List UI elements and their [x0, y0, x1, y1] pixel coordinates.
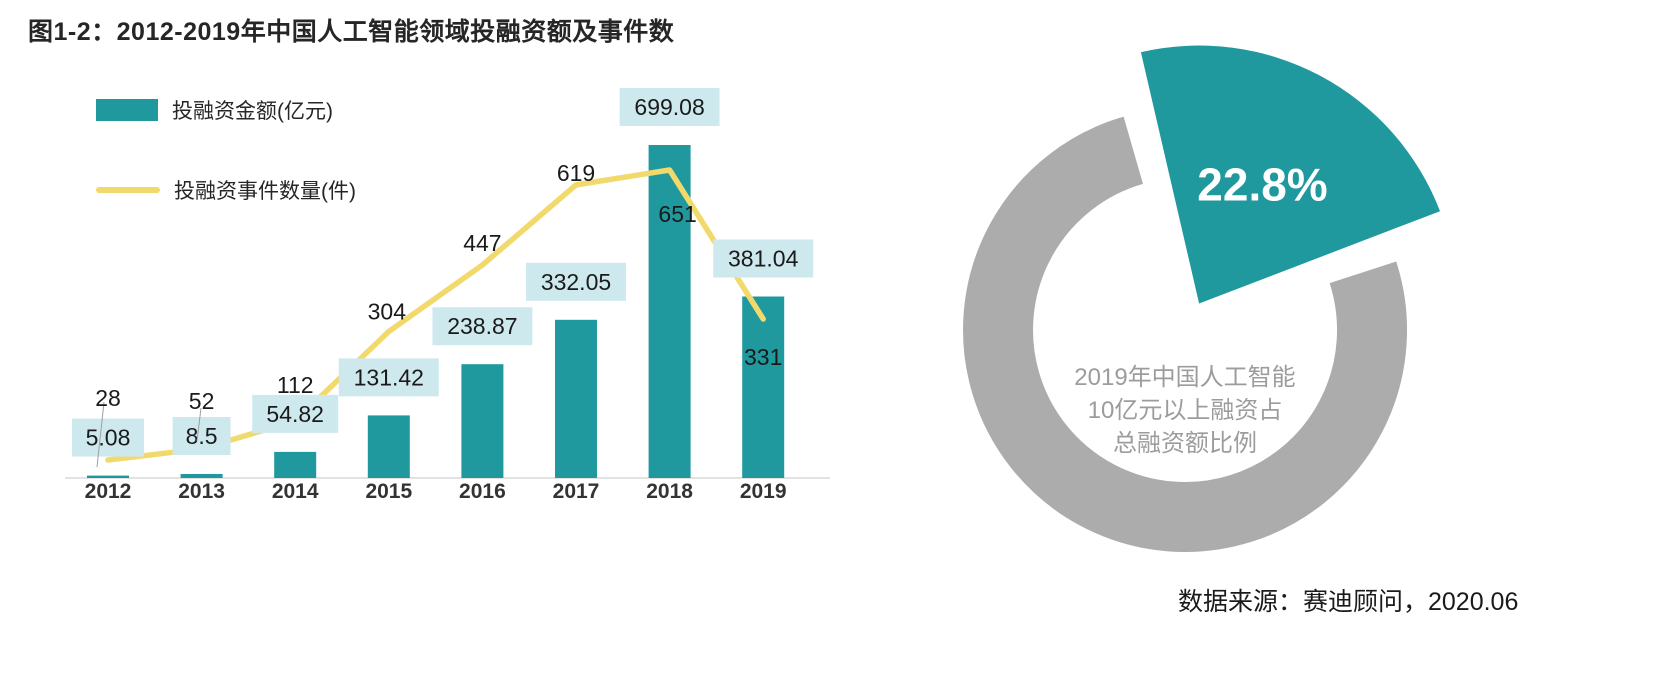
line-value-label: 304: [368, 299, 407, 325]
x-axis-label: 2019: [740, 480, 787, 503]
x-axis-label: 2015: [365, 480, 412, 503]
x-axis-label: 2013: [178, 480, 225, 503]
bar-2017: [555, 319, 597, 478]
label-leader-line: [96, 401, 105, 468]
donut-ring: [963, 116, 1408, 552]
line-value-label: 112: [277, 372, 314, 398]
bar-value-label: 238.87: [447, 313, 517, 339]
bar-2013: [180, 474, 223, 478]
line-value-label: 52: [189, 388, 215, 414]
legend-bar-swatch: [96, 99, 158, 121]
bar-value-label-bg: [172, 417, 231, 455]
x-axis-label: 2018: [646, 480, 693, 503]
donut-center-text-line: 2019年中国人工智能: [1074, 364, 1295, 391]
line-value-label: 28: [95, 385, 121, 411]
legend-line-swatch: [96, 187, 160, 193]
combo-chart: 5.08 8.5 54.82 131.42 238.87 332.05 699.08 381.…: [65, 88, 830, 503]
legend-label-amount: 投融资金额(亿元): [172, 100, 333, 123]
donut-center-text-line: 10亿元以上融资占: [1088, 397, 1283, 424]
figure-title: 图1-2：2012-2019年中国人工智能领域投融资额及事件数: [28, 18, 675, 46]
bar-value-label: 381.04: [728, 246, 799, 272]
bar-value-label: 8.5: [186, 423, 218, 449]
bar-value-label-bg: [526, 262, 626, 301]
line-value-label: 651: [658, 201, 696, 227]
donut-wedge: [1140, 45, 1440, 304]
bar-value-label: 131.42: [354, 364, 424, 390]
x-axis-label: 2016: [459, 480, 506, 503]
bar-2016: [461, 364, 504, 478]
chart-legend: 投融资金额(亿元) 投融资事件数量(件): [96, 98, 356, 258]
donut-percentage-label: 22.8%: [1197, 158, 1327, 210]
bar-value-label-bg: [338, 358, 439, 397]
data-source: 数据来源：赛迪顾问，2020.06: [1178, 588, 1519, 616]
bar-2012: [87, 475, 129, 478]
bar-value-label-bg: [72, 418, 144, 457]
line-value-label: 331: [744, 344, 782, 370]
bar-2019: [742, 296, 785, 478]
legend-item-events: 投融资事件数量(件): [96, 178, 356, 203]
bar-value-label-bg: [619, 88, 720, 126]
line-value-label: 447: [463, 230, 501, 256]
bar-2015: [367, 415, 410, 478]
legend-item-amount: 投融资金额(亿元): [96, 98, 356, 123]
label-leader-line: [196, 407, 202, 442]
bar-value-label: 54.82: [266, 401, 324, 427]
bar-value-label-bg: [713, 239, 814, 278]
bar-value-label-bg: [252, 394, 339, 433]
bar-value-label: 5.08: [86, 425, 131, 451]
x-axis-label: 2014: [272, 480, 319, 503]
bar-value-label: 699.08: [634, 94, 704, 120]
legend-label-events: 投融资事件数量(件): [174, 180, 356, 203]
x-axis-label: 2012: [85, 480, 132, 503]
line-value-label: 619: [557, 160, 595, 186]
bar-value-label: 332.05: [541, 269, 611, 295]
donut-center-text-line: 总融资额比例: [1113, 430, 1257, 457]
x-axis-label: 2017: [553, 480, 600, 503]
bar-2014: [274, 451, 317, 478]
bar-value-label-bg: [432, 307, 533, 346]
bar-2018: [648, 145, 691, 478]
